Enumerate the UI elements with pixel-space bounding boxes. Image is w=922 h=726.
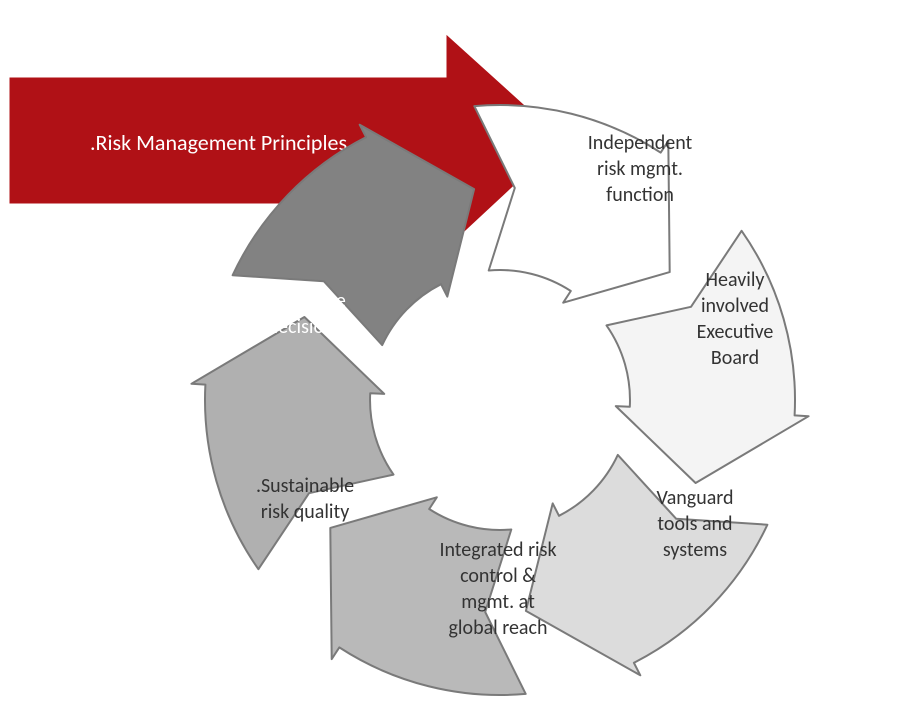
label-vanguard-tools-line-0: Vanguard [656,486,733,510]
label-executive-board-line-2: Executive [697,320,774,344]
risk-principles-diagram: .Risk Management Principles Independentr… [0,0,922,726]
label-objective-decisions-line-1: decisions [268,315,343,339]
label-integrated-risk-line-2: mgmt. at [461,590,535,614]
title-arrow-label: .Risk Management Principles [90,129,347,156]
label-sustainable-risk-line-1: risk quality [261,500,350,524]
label-vanguard-tools-line-1: tools and [657,512,732,536]
label-vanguard-tools-line-2: systems [663,538,727,562]
label-executive-board-line-1: involved [701,294,769,318]
label-integrated-risk-line-3: global reach [449,616,548,640]
label-objective-decisions: .Objectivedecisions [264,289,346,339]
label-executive-board-line-0: Heavily [706,268,765,292]
label-objective-decisions-line-0: .Objective [264,289,346,313]
label-independent-risk-line-2: function [606,183,674,207]
label-sustainable-risk-line-0: .Sustainable [256,474,354,498]
label-independent-risk-line-1: risk mgmt. [597,157,683,181]
label-integrated-risk-line-1: control & [460,564,536,588]
label-independent-risk-line-0: Independent [588,131,693,155]
label-vanguard-tools: Vanguardtools andsystems [656,486,733,562]
label-executive-board-line-3: Board [711,346,759,370]
label-integrated-risk-line-0: Integrated risk [439,538,556,562]
